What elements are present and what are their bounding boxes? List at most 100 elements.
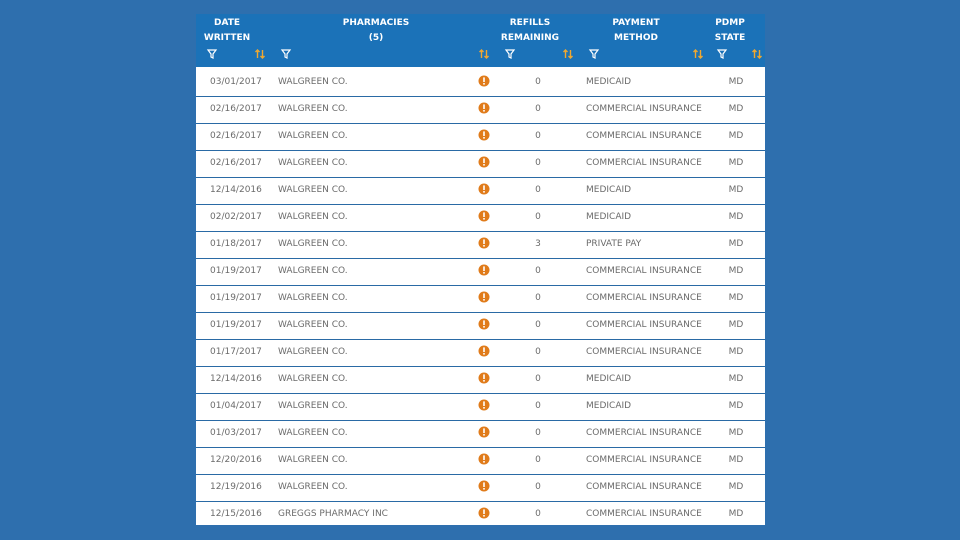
date-written: 12/20/2016: [210, 455, 262, 465]
column-header[interactable]: REMAINING: [500, 33, 560, 43]
refills-remaining: 0: [535, 212, 541, 222]
refills-remaining: 3: [535, 239, 541, 249]
pharmacy: WALGREEN CO.: [278, 401, 348, 411]
pdmp-state: MD: [728, 293, 744, 303]
sort-icon[interactable]: [478, 48, 490, 60]
date-written: 01/19/2017: [210, 266, 262, 276]
payment-method: MEDICAID: [586, 374, 632, 384]
row-separator: [196, 123, 765, 124]
filter-icon[interactable]: [206, 48, 218, 60]
payment-method: COMMERCIAL INSURANCE: [586, 158, 702, 168]
column-header[interactable]: PHARMACIES: [342, 18, 410, 28]
refills-remaining: 0: [535, 509, 541, 519]
alert-icon[interactable]: [478, 318, 490, 330]
column-header[interactable]: STATE: [714, 33, 746, 43]
alert-icon[interactable]: [478, 372, 490, 384]
pdmp-state: MD: [728, 347, 744, 357]
row-separator: [196, 339, 765, 340]
pdmp-state: MD: [728, 374, 744, 384]
column-header[interactable]: WRITTEN: [203, 33, 251, 43]
sort-icon[interactable]: [562, 48, 574, 60]
payment-method: PRIVATE PAY: [586, 239, 642, 249]
pharmacy: WALGREEN CO.: [278, 482, 348, 492]
pharmacy: WALGREEN CO.: [278, 77, 348, 87]
pdmp-state: MD: [728, 104, 744, 114]
row-separator: [196, 312, 765, 313]
column-header[interactable]: (5): [368, 33, 384, 43]
pharmacy: WALGREEN CO.: [278, 266, 348, 276]
payment-method: COMMERCIAL INSURANCE: [586, 293, 702, 303]
pharmacy: WALGREEN CO.: [278, 320, 348, 330]
refills-remaining: 0: [535, 131, 541, 141]
filter-icon[interactable]: [588, 48, 600, 60]
alert-icon[interactable]: [478, 156, 490, 168]
refills-remaining: 0: [535, 104, 541, 114]
column-header[interactable]: METHOD: [614, 33, 658, 43]
date-written: 01/19/2017: [210, 320, 262, 330]
row-separator: [196, 231, 765, 232]
alert-icon[interactable]: [478, 264, 490, 276]
sort-icon[interactable]: [254, 48, 266, 60]
pdmp-state: MD: [728, 185, 744, 195]
date-written: 01/03/2017: [210, 428, 262, 438]
alert-icon[interactable]: [478, 453, 490, 465]
row-separator: [196, 150, 765, 151]
pharmacy: WALGREEN CO.: [278, 374, 348, 384]
alert-icon[interactable]: [478, 129, 490, 141]
date-written: 02/16/2017: [210, 104, 262, 114]
pdmp-state: MD: [728, 239, 744, 249]
row-separator: [196, 258, 765, 259]
pharmacy: WALGREEN CO.: [278, 293, 348, 303]
payment-method: COMMERCIAL INSURANCE: [586, 428, 702, 438]
payment-method: COMMERCIAL INSURANCE: [586, 104, 702, 114]
payment-method: COMMERCIAL INSURANCE: [586, 131, 702, 141]
alert-icon[interactable]: [478, 75, 490, 87]
sort-icon[interactable]: [692, 48, 704, 60]
pdmp-state: MD: [728, 266, 744, 276]
alert-icon[interactable]: [478, 480, 490, 492]
payment-method: MEDICAID: [586, 185, 632, 195]
alert-icon[interactable]: [478, 210, 490, 222]
alert-icon[interactable]: [478, 237, 490, 249]
column-header[interactable]: PAYMENT: [612, 18, 660, 28]
pharmacy: WALGREEN CO.: [278, 104, 348, 114]
filter-icon[interactable]: [716, 48, 728, 60]
date-written: 01/17/2017: [210, 347, 262, 357]
date-written: 01/04/2017: [210, 401, 262, 411]
refills-remaining: 0: [535, 374, 541, 384]
pdmp-state: MD: [728, 320, 744, 330]
pharmacy: WALGREEN CO.: [278, 158, 348, 168]
row-separator: [196, 204, 765, 205]
filter-icon[interactable]: [504, 48, 516, 60]
row-separator: [196, 420, 765, 421]
pdmp-state: MD: [728, 428, 744, 438]
date-written: 12/19/2016: [210, 482, 262, 492]
sort-icon[interactable]: [751, 48, 763, 60]
pharmacy: WALGREEN CO.: [278, 239, 348, 249]
alert-icon[interactable]: [478, 183, 490, 195]
date-written: 12/14/2016: [210, 185, 262, 195]
alert-icon[interactable]: [478, 345, 490, 357]
alert-icon[interactable]: [478, 426, 490, 438]
column-header[interactable]: REFILLS: [509, 18, 551, 28]
pdmp-state: MD: [728, 509, 744, 519]
alert-icon[interactable]: [478, 507, 490, 519]
refills-remaining: 0: [535, 266, 541, 276]
pdmp-state: MD: [728, 77, 744, 87]
pharmacy: GREGGS PHARMACY INC: [278, 509, 388, 519]
alert-icon[interactable]: [478, 102, 490, 114]
payment-method: COMMERCIAL INSURANCE: [586, 482, 702, 492]
row-separator: [196, 177, 765, 178]
column-header[interactable]: DATE: [213, 18, 241, 28]
alert-icon[interactable]: [478, 399, 490, 411]
pharmacy: WALGREEN CO.: [278, 212, 348, 222]
date-written: 12/15/2016: [210, 509, 262, 519]
filter-icon[interactable]: [280, 48, 292, 60]
column-header[interactable]: PDMP: [715, 18, 745, 28]
row-separator: [196, 474, 765, 475]
pharmacy: WALGREEN CO.: [278, 428, 348, 438]
pharmacy: WALGREEN CO.: [278, 131, 348, 141]
refills-remaining: 0: [535, 428, 541, 438]
alert-icon[interactable]: [478, 291, 490, 303]
refills-remaining: 0: [535, 347, 541, 357]
